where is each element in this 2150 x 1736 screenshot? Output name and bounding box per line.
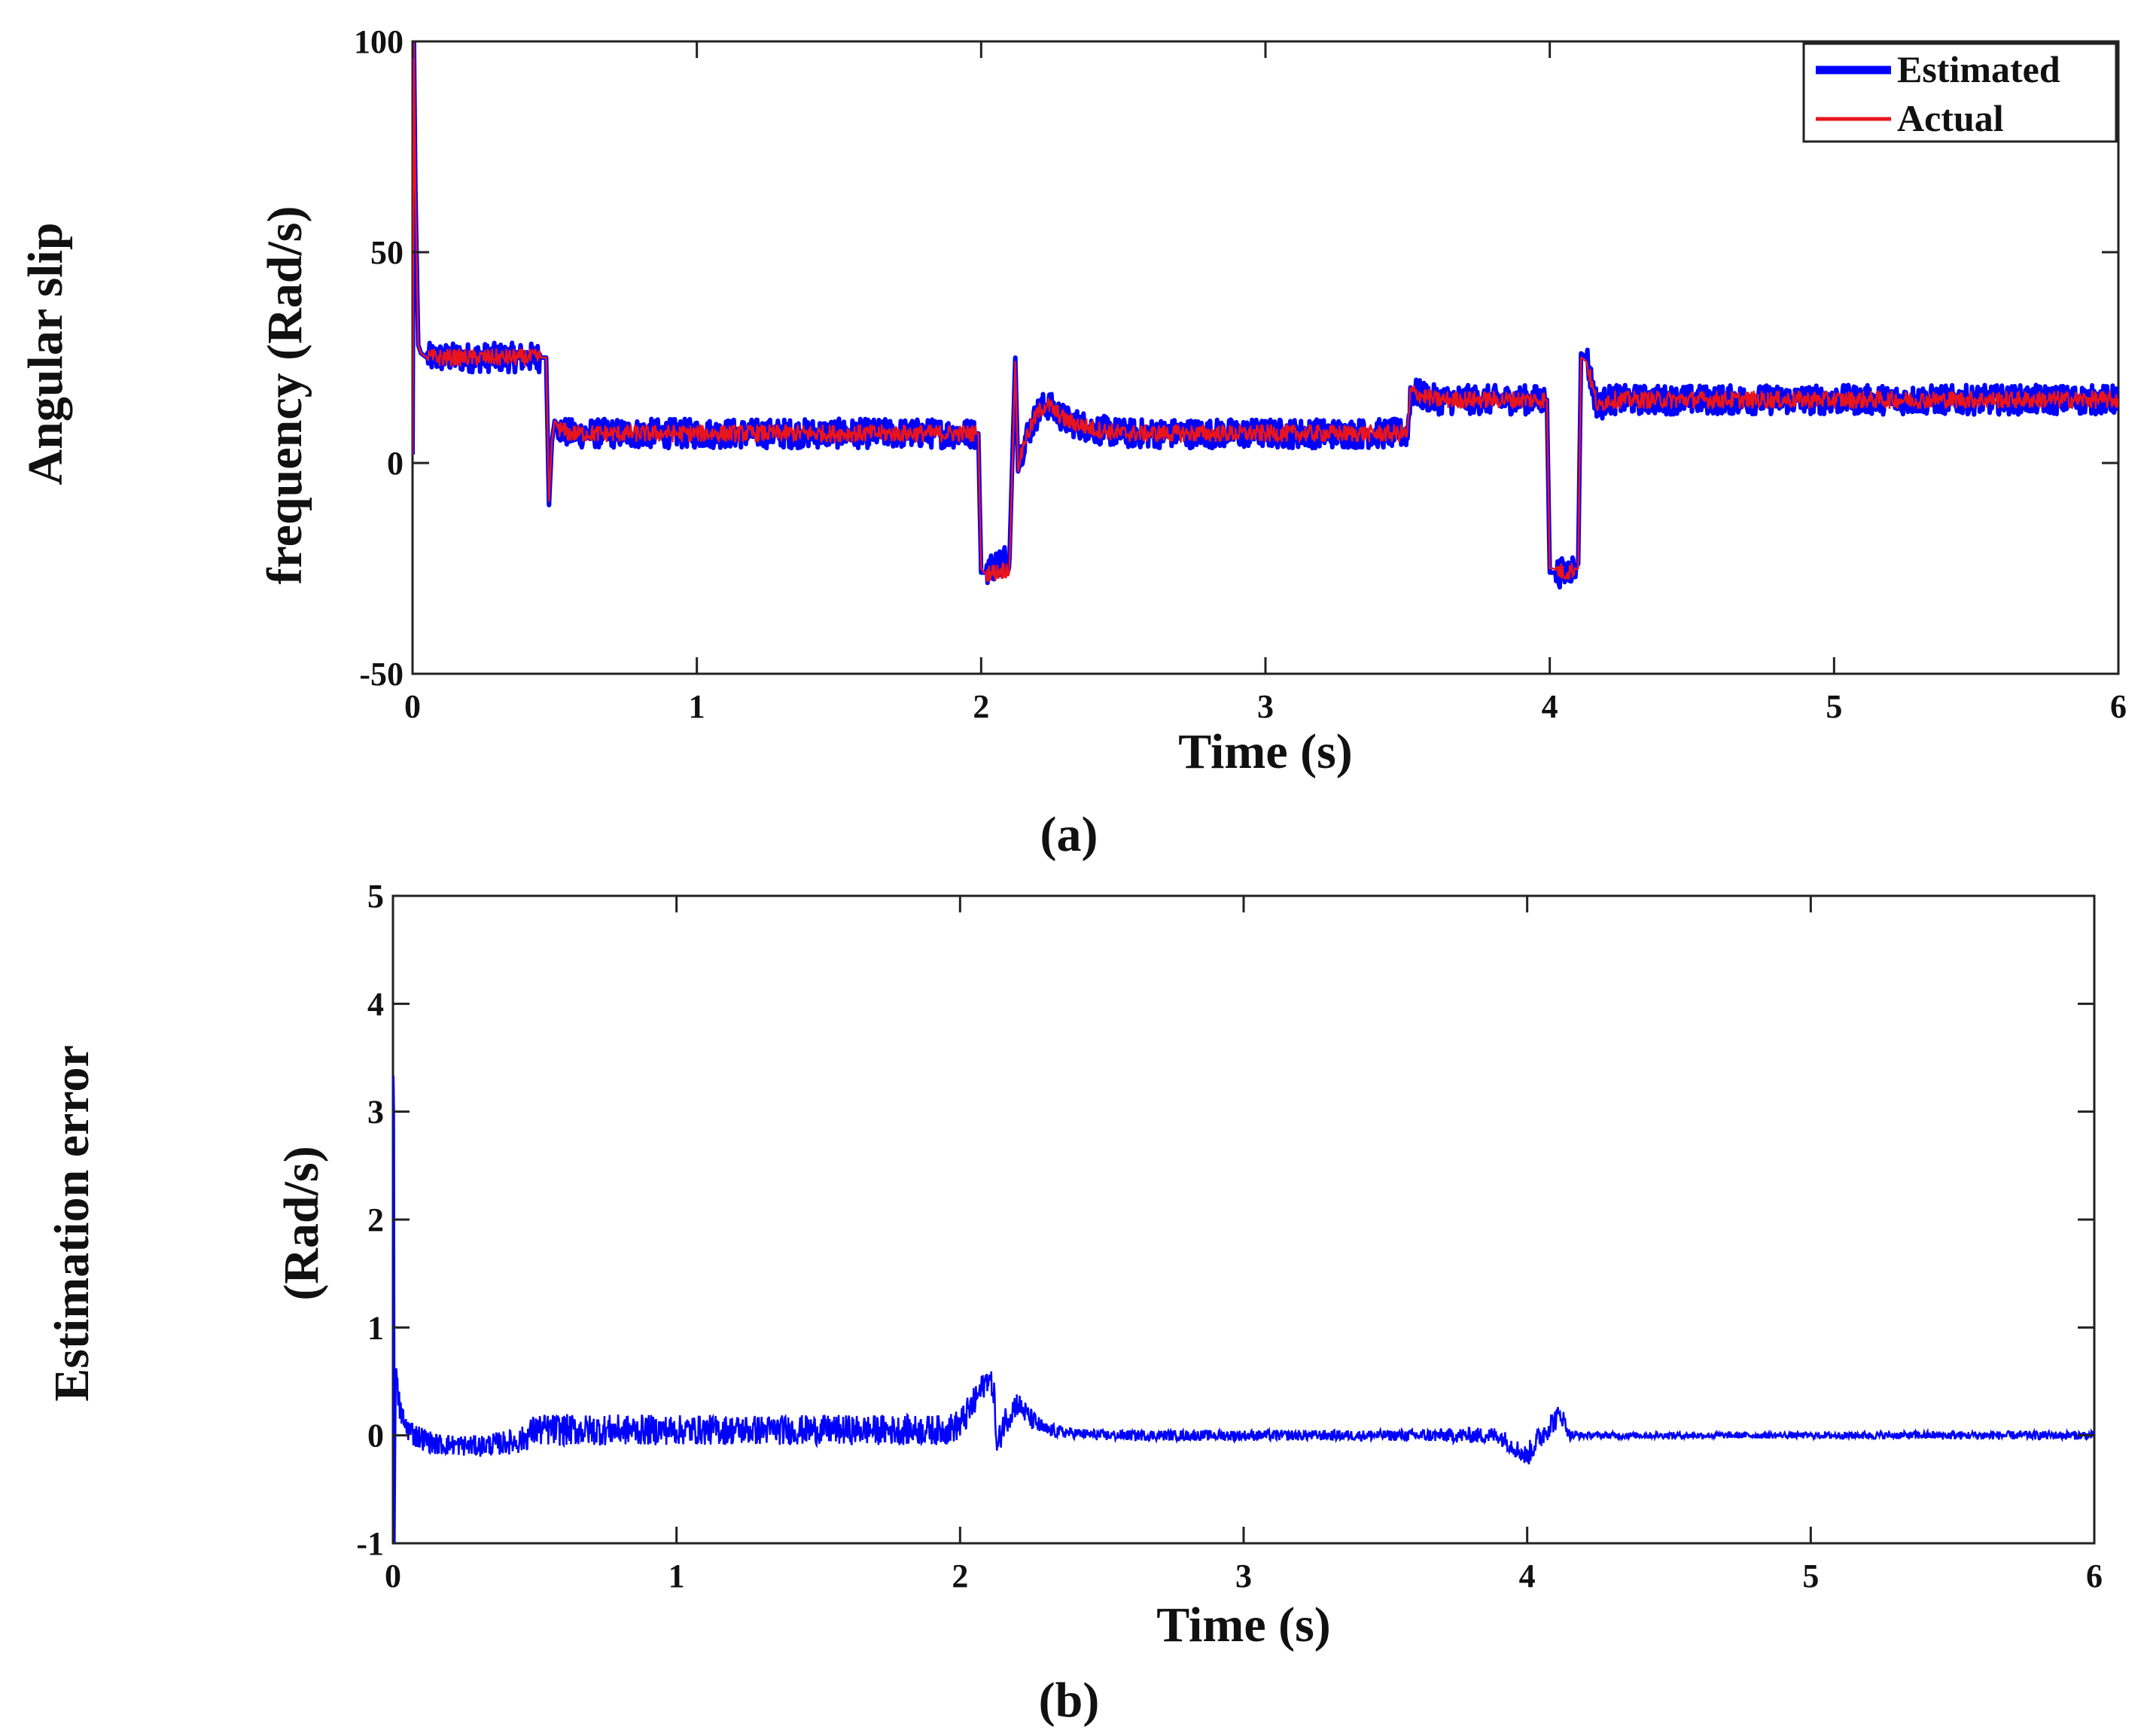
- panel-b-xtick-label: 5: [1802, 1558, 1819, 1594]
- panel-a-ytick-label: -50: [359, 656, 404, 693]
- panel-b-xtick-label: 1: [668, 1558, 685, 1594]
- panel-b-ytick-label: 2: [367, 1201, 384, 1238]
- panel-b-xtick-label: 2: [952, 1558, 968, 1594]
- panel-b-xtick-label: 3: [1235, 1558, 1252, 1594]
- panel-a-series-group: [413, 41, 2118, 590]
- legend-label-actual: Actual: [1897, 97, 2004, 139]
- panel-a-xlabel: Time (s): [1178, 724, 1353, 779]
- panel-a-ytick-label: 0: [387, 445, 404, 482]
- panel-a-ylabel-line2: frequency (Rad/s): [257, 206, 312, 585]
- panel-b-ylabel-line1: Estimation error: [44, 1045, 99, 1402]
- panel-b-series-group: [393, 1075, 2094, 1543]
- panel-b-xtick-label: 4: [1519, 1558, 1536, 1594]
- panel-a-xtick-label: 2: [973, 688, 989, 725]
- panel-a-ytick-label: 50: [370, 234, 404, 271]
- panel-b-estimation-error: Estimation error (Rad/s) 0 1 2 3 4 5 6-1012345…: [44, 878, 2103, 1728]
- panel-a-ylabel-line1: Angular slip: [18, 222, 73, 485]
- panel-b-plot-area: [391, 894, 2096, 1545]
- panel-b-ytick-label: 5: [367, 878, 384, 915]
- panel-a-slip-frequency: Angular slip frequency (Rad/s) 0 1 2 3 4 5 6 -5…: [18, 23, 2127, 862]
- series-line-actual: [413, 41, 2118, 583]
- panel-b-ytick-label: 0: [367, 1418, 384, 1454]
- panel-b-ytick-label: 4: [367, 985, 384, 1022]
- series-line-estimation-error: [393, 1075, 2094, 1543]
- panel-a-caption: (a): [1040, 807, 1098, 862]
- panel-a-xtick-label: 5: [1826, 688, 1842, 725]
- panel-b-ytick-label: 1: [367, 1309, 384, 1346]
- panel-a-xtick-label: 6: [2110, 688, 2127, 725]
- panel-a-xtick-label: 4: [1542, 688, 1558, 725]
- panel-b-ytick-label: 3: [367, 1094, 384, 1131]
- panel-b-xtick-label: 0: [385, 1558, 401, 1594]
- panel-b-ylabel-line2: (Rad/s): [274, 1146, 329, 1300]
- panel-b-ytick-label: -1: [356, 1525, 384, 1562]
- panel-a-legend: Estimated Actual: [1802, 42, 2118, 143]
- panel-b-xlabel: Time (s): [1156, 1597, 1331, 1652]
- legend-label-estimated: Estimated: [1897, 48, 2060, 90]
- panel-a-ytick-label: 100: [354, 23, 404, 60]
- panel-a-xtick-label: 3: [1257, 688, 1274, 725]
- legend-box: [1802, 42, 2118, 143]
- panel-b-xtick-label: 6: [2086, 1558, 2103, 1594]
- panel-a-xtick-label: 0: [404, 688, 421, 725]
- panel-b-caption: (b): [1039, 1673, 1100, 1728]
- panel-a-xtick-label: 1: [689, 688, 705, 725]
